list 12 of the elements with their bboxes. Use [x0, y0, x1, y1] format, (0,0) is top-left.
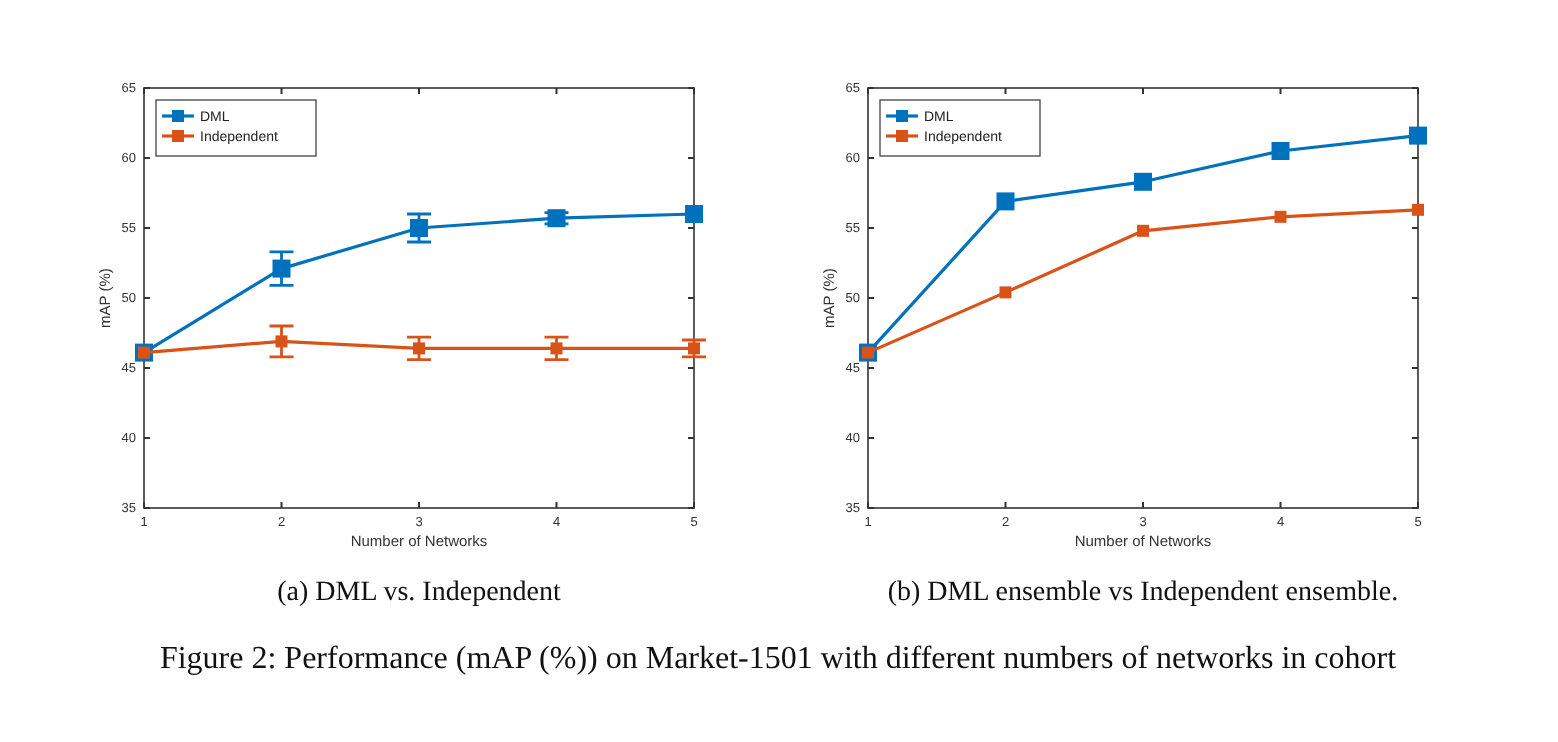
text: (a) DML vs. Independent	[277, 578, 561, 608]
point	[685, 205, 703, 223]
point	[1409, 126, 1427, 145]
point	[1412, 203, 1424, 216]
point	[1271, 142, 1290, 160]
point	[1274, 210, 1287, 223]
point	[1134, 172, 1152, 191]
caption: Figure 2: Performance (mAP (%)) on Market-1501 with different numbers of networks in cohort	[159, 642, 1398, 676]
point	[999, 286, 1012, 299]
point	[1137, 224, 1149, 237]
point	[996, 192, 1015, 211]
text: (b) DML ensemble vs Independent ensemble.	[887, 578, 1399, 608]
